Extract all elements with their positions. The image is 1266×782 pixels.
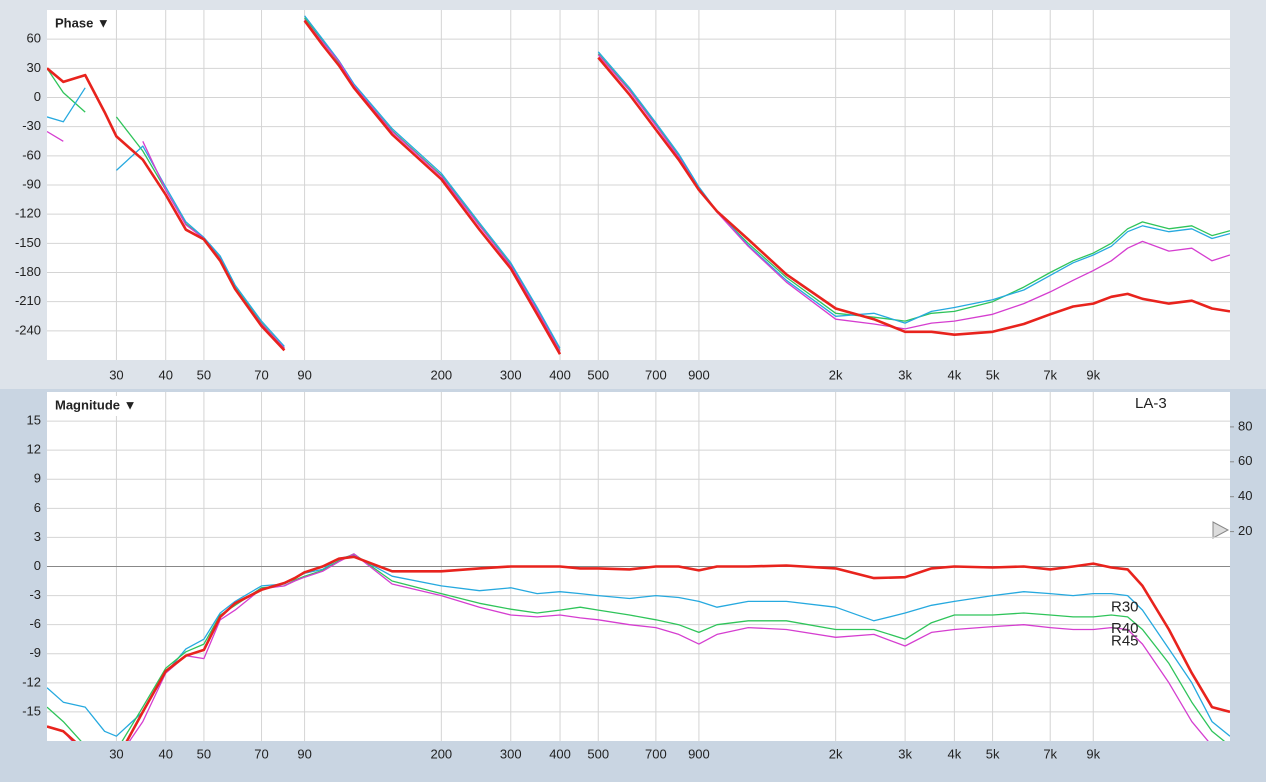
y-tick-label: 9 bbox=[34, 471, 41, 486]
y-tick-label: 12 bbox=[27, 442, 41, 457]
x-tick-label: 9k bbox=[1086, 746, 1100, 761]
x-tick-label: 90 bbox=[297, 367, 311, 382]
x-tick-label: 70 bbox=[254, 367, 268, 382]
x-tick-label: 300 bbox=[500, 746, 522, 761]
y-tick-label: 0 bbox=[34, 558, 41, 573]
y-tick-label: -12 bbox=[22, 674, 41, 689]
y2-tick-label: 60 bbox=[1238, 453, 1252, 468]
y-tick-label: -9 bbox=[29, 645, 41, 660]
panel-title: Magnitude ▼ bbox=[55, 397, 136, 412]
x-tick-label: 40 bbox=[158, 367, 172, 382]
y-tick-label: -180 bbox=[15, 264, 41, 279]
x-tick-label: 50 bbox=[197, 367, 211, 382]
series-line bbox=[47, 15, 1230, 349]
y-tick-label: -30 bbox=[22, 118, 41, 133]
series-label: R40 bbox=[1111, 620, 1139, 637]
x-tick-label: 300 bbox=[500, 367, 522, 382]
y-tick-label: -150 bbox=[15, 235, 41, 250]
x-tick-label: 70 bbox=[254, 746, 268, 761]
x-tick-label: 40 bbox=[158, 746, 172, 761]
x-tick-label: 90 bbox=[297, 746, 311, 761]
x-tick-label: 2k bbox=[829, 367, 843, 382]
x-tick-label: 700 bbox=[645, 746, 667, 761]
series-line bbox=[47, 555, 1230, 741]
y2-tick-label: 20 bbox=[1238, 523, 1252, 538]
x-tick-label: 4k bbox=[948, 746, 962, 761]
x-tick-label: 200 bbox=[430, 367, 452, 382]
y-tick-label: -6 bbox=[29, 616, 41, 631]
y2-tick-label: 40 bbox=[1238, 488, 1252, 503]
y-tick-label: -120 bbox=[15, 206, 41, 221]
series-label: R30 bbox=[1111, 599, 1139, 616]
x-tick-label: 4k bbox=[948, 367, 962, 382]
y-tick-label: -60 bbox=[22, 147, 41, 162]
x-tick-label: 30 bbox=[109, 367, 123, 382]
x-tick-label: 400 bbox=[549, 746, 571, 761]
x-tick-label: 3k bbox=[898, 367, 912, 382]
y-tick-label: 15 bbox=[27, 413, 41, 428]
y-tick-label: -90 bbox=[22, 176, 41, 191]
x-tick-label: 200 bbox=[430, 746, 452, 761]
x-tick-label: 900 bbox=[688, 367, 710, 382]
y-tick-label: 60 bbox=[27, 31, 41, 46]
x-tick-label: 900 bbox=[688, 746, 710, 761]
series-line bbox=[47, 19, 1230, 355]
x-tick-label: 400 bbox=[549, 367, 571, 382]
x-tick-label: 5k bbox=[986, 367, 1000, 382]
series-label: R45 bbox=[1111, 632, 1139, 649]
x-tick-label: 3k bbox=[898, 746, 912, 761]
series-line bbox=[47, 553, 1209, 741]
y-tick-label: 30 bbox=[27, 60, 41, 75]
plot-lines bbox=[47, 15, 1230, 355]
series-line bbox=[47, 554, 1230, 737]
x-tick-label: 700 bbox=[645, 367, 667, 382]
y-tick-label: 3 bbox=[34, 529, 41, 544]
y-tick-label: 0 bbox=[34, 89, 41, 104]
plot-lines bbox=[47, 553, 1230, 741]
x-tick-label: 7k bbox=[1043, 746, 1057, 761]
title-bg bbox=[49, 14, 111, 34]
series-line bbox=[47, 553, 1226, 741]
x-tick-label: 500 bbox=[587, 367, 609, 382]
y-tick-label: -210 bbox=[15, 293, 41, 308]
title-bg bbox=[49, 396, 139, 416]
panel-title: Phase ▼ bbox=[55, 15, 110, 30]
x-tick-label: 2k bbox=[829, 746, 843, 761]
y-tick-label: 6 bbox=[34, 500, 41, 515]
y-tick-label: -15 bbox=[22, 703, 41, 718]
y-tick-label: -3 bbox=[29, 587, 41, 602]
x-tick-label: 30 bbox=[109, 746, 123, 761]
x-tick-label: 50 bbox=[197, 746, 211, 761]
y-tick-label: -240 bbox=[15, 322, 41, 337]
x-tick-label: 7k bbox=[1043, 367, 1057, 382]
x-tick-label: 5k bbox=[986, 746, 1000, 761]
y2-tick-label: 80 bbox=[1238, 418, 1252, 433]
level-handle[interactable] bbox=[1212, 521, 1230, 539]
x-tick-label: 500 bbox=[587, 746, 609, 761]
annotation: LA-3 bbox=[1135, 395, 1167, 412]
x-tick-label: 9k bbox=[1086, 367, 1100, 382]
